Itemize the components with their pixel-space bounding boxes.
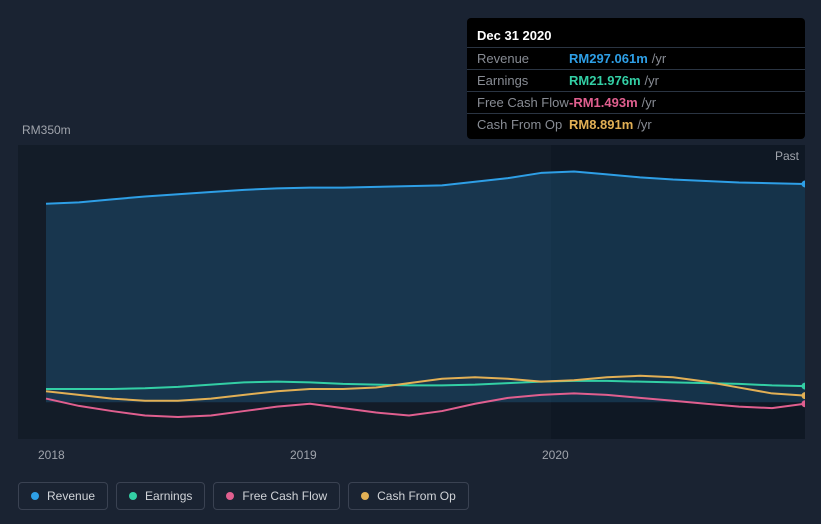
legend-dot	[129, 492, 137, 500]
legend-item-cash-from-op[interactable]: Cash From Op	[348, 482, 469, 510]
legend-dot	[226, 492, 234, 500]
legend-item-earnings[interactable]: Earnings	[116, 482, 205, 510]
tooltip-unit: /yr	[652, 51, 666, 66]
legend-dot	[361, 492, 369, 500]
series-fill-revenue	[46, 171, 805, 402]
tooltip-unit: /yr	[645, 73, 659, 88]
tooltip-label: Cash From Op	[477, 117, 569, 132]
tooltip-value: RM8.891m	[569, 117, 633, 132]
tooltip-unit: /yr	[637, 117, 651, 132]
legend-dot	[31, 492, 39, 500]
tooltip-value: RM297.061m	[569, 51, 648, 66]
y-axis-label: RM350m	[22, 123, 71, 137]
legend-item-free-cash-flow[interactable]: Free Cash Flow	[213, 482, 340, 510]
tooltip-label: Free Cash Flow	[477, 95, 569, 110]
tooltip-date: Dec 31 2020	[467, 22, 805, 47]
legend-item-revenue[interactable]: Revenue	[18, 482, 108, 510]
chart-lines	[18, 145, 805, 439]
tooltip-unit: /yr	[642, 95, 656, 110]
legend-label: Free Cash Flow	[242, 489, 327, 503]
tooltip-row: EarningsRM21.976m/yr	[467, 69, 805, 91]
tooltip: Dec 31 2020 RevenueRM297.061m/yrEarnings…	[467, 18, 805, 139]
tooltip-value: -RM1.493m	[569, 95, 638, 110]
tooltip-label: Earnings	[477, 73, 569, 88]
tooltip-label: Revenue	[477, 51, 569, 66]
x-axis-label: 2018	[38, 448, 65, 462]
tooltip-row: Cash From OpRM8.891m/yr	[467, 113, 805, 135]
tooltip-value: RM21.976m	[569, 73, 641, 88]
legend-label: Earnings	[145, 489, 192, 503]
tooltip-row: Free Cash Flow-RM1.493m/yr	[467, 91, 805, 113]
legend: Revenue Earnings Free Cash Flow Cash Fro…	[18, 482, 469, 510]
legend-label: Revenue	[47, 489, 95, 503]
legend-label: Cash From Op	[377, 489, 456, 503]
tooltip-row: RevenueRM297.061m/yr	[467, 47, 805, 69]
x-axis-label: 2020	[542, 448, 569, 462]
x-axis-label: 2019	[290, 448, 317, 462]
